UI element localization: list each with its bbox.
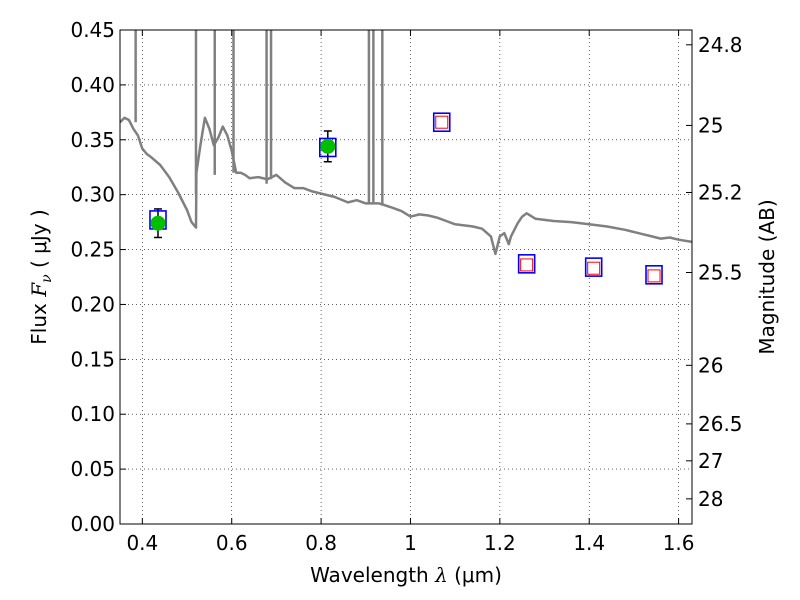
y-tick-label: 0.10: [70, 402, 115, 426]
y-tick-label: 0.00: [70, 512, 115, 536]
sed-line: [120, 116, 692, 256]
y-tick-label: 0.40: [70, 73, 115, 97]
x-tick-label: 1.6: [663, 531, 695, 555]
chart-marks: [120, 30, 692, 285]
model-square: [645, 265, 663, 285]
y-tick-label: 0.30: [70, 183, 115, 207]
observed-point: [320, 138, 336, 154]
x-tick-label: 0.4: [126, 531, 158, 555]
right-tick-label: 28: [698, 487, 723, 511]
right-axis-title: Magnitude (AB): [755, 199, 779, 354]
limit-square: [587, 261, 601, 275]
y-tick-label: 0.15: [70, 347, 115, 371]
y-tick-label: 0.45: [70, 18, 115, 42]
plot-frame: [119, 29, 693, 525]
model-square: [584, 257, 603, 277]
y-tick-label: 0.25: [70, 238, 115, 262]
model-square: [318, 137, 337, 158]
x-tick-label: 1.2: [484, 531, 516, 555]
x-tick-label: 0.6: [216, 531, 248, 555]
axis-ticks: 0.4 0.6 0.8 1 1.2 1.4 1.6 0.00 0.05 0.10 0.15 0.20 0…: [70, 18, 742, 555]
right-tick-label: 26.5: [698, 412, 743, 436]
y-axis-title: Flux Fν ( μJy ): [27, 209, 55, 344]
x-tick-label: 1.4: [573, 531, 605, 555]
y-tick-label: 0.20: [70, 292, 115, 316]
limit-square: [435, 115, 449, 129]
model-square: [432, 112, 451, 133]
right-tick-label: 27: [698, 449, 723, 473]
right-tick-label: 25.5: [698, 261, 743, 285]
y-tick-label: 0.35: [70, 128, 115, 152]
model-square: [517, 254, 536, 274]
x-tick-label: 0.8: [305, 531, 337, 555]
right-tick-label: 26: [698, 353, 723, 377]
limit-square: [520, 258, 534, 272]
right-tick-label: 24.8: [698, 33, 743, 57]
right-tick-label: 25: [698, 113, 723, 137]
limit-square: [647, 269, 661, 283]
right-tick-label: 25.2: [698, 180, 743, 204]
x-tick-label: 1: [404, 531, 417, 555]
y-tick-label: 0.05: [70, 457, 115, 481]
x-axis-title: Wavelength λ (μm): [310, 563, 502, 587]
observed-point: [150, 215, 166, 231]
